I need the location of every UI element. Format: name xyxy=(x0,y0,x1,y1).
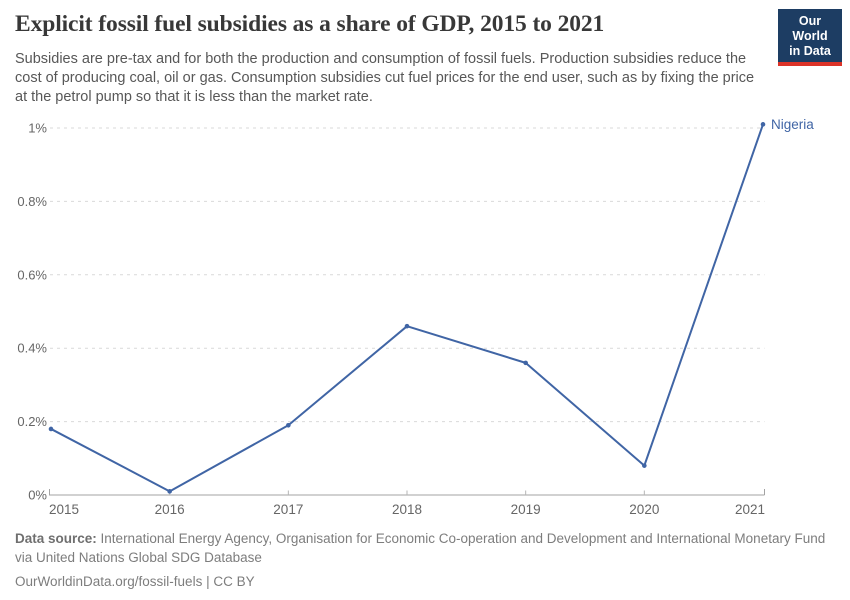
data-point xyxy=(523,360,528,366)
y-tick-label: 0.8% xyxy=(17,194,47,209)
y-tick-label: 0.2% xyxy=(17,414,47,429)
owid-logo: Our World in Data xyxy=(778,9,842,67)
data-point xyxy=(760,122,766,127)
y-tick-label: 0.4% xyxy=(17,341,47,356)
owid-logo-line1: Our World xyxy=(792,14,828,43)
series-end-label: Nigeria xyxy=(771,117,814,132)
chart-title: Explicit fossil fuel subsidies as a shar… xyxy=(15,11,605,37)
data-source-line: Data source: International Energy Agency… xyxy=(15,529,830,567)
x-tick-label: 2015 xyxy=(49,502,79,517)
x-tick-label: 2017 xyxy=(273,502,303,517)
x-tick-label: 2021 xyxy=(735,502,765,517)
data-point xyxy=(642,463,647,468)
x-tick-label: 2020 xyxy=(629,502,659,517)
license-line: OurWorldinData.org/fossil-fuels | CC BY xyxy=(15,574,255,590)
chart-subtitle: Subsidies are pre-tax and for both the p… xyxy=(15,51,755,106)
data-point xyxy=(167,489,172,494)
chart-footer: Data source: International Energy Agency… xyxy=(15,529,830,591)
data-point xyxy=(286,422,291,428)
x-tick-label: 2016 xyxy=(155,502,185,517)
x-tick-label: 2019 xyxy=(511,502,541,517)
owid-logo-line2: in Data xyxy=(789,43,831,58)
y-tick-label: 0% xyxy=(28,488,47,503)
series-line xyxy=(50,123,764,493)
y-tick-label: 1% xyxy=(28,121,47,136)
data-source-text: International Energy Agency, Organisatio… xyxy=(15,531,826,566)
x-tick-label: 2018 xyxy=(392,502,422,517)
y-tick-label: 0.6% xyxy=(17,267,47,282)
data-point xyxy=(404,323,410,329)
data-source-label: Data source: xyxy=(15,531,97,546)
data-point xyxy=(48,426,54,432)
